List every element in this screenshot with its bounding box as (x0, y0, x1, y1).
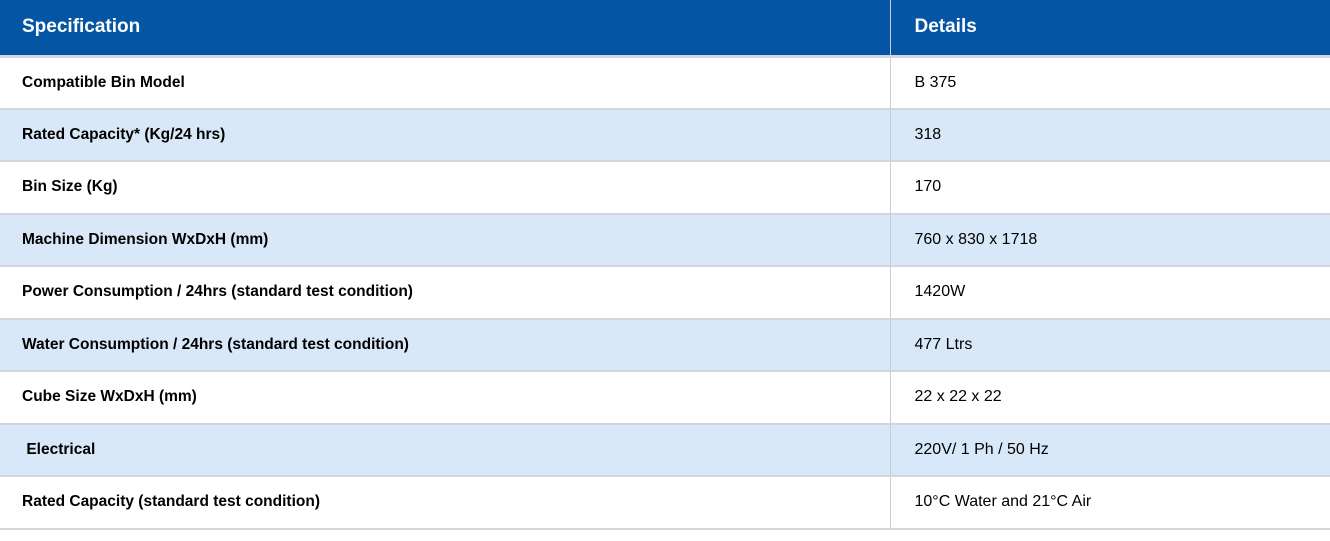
table-row: Electrical 220V/ 1 Ph / 50 Hz (0, 423, 1330, 477)
specification-table: Specification Details Compatible Bin Mod… (0, 0, 1330, 530)
table-header: Specification Details (0, 0, 1330, 58)
header-row: Specification Details (0, 0, 1330, 58)
spec-value: 22 x 22 x 22 (889, 371, 1330, 425)
table-row: Rated Capacity (standard test condition)… (0, 476, 1330, 530)
table-body: Compatible Bin Model B 375 Rated Capacit… (0, 56, 1330, 530)
spec-label: Cube Size WxDxH (mm) (0, 371, 890, 425)
spec-label: Bin Size (Kg) (0, 161, 890, 215)
spec-value: 10°C Water and 21°C Air (889, 476, 1330, 530)
table-row: Power Consumption / 24hrs (standard test… (0, 266, 1330, 320)
table-row: Cube Size WxDxH (mm) 22 x 22 x 22 (0, 371, 1330, 425)
spec-label: Machine Dimension WxDxH (mm) (0, 213, 890, 267)
spec-label: Compatible Bin Model (0, 56, 890, 110)
table-row: Compatible Bin Model B 375 (0, 56, 1330, 110)
table-row: Machine Dimension WxDxH (mm) 760 x 830 x… (0, 213, 1330, 267)
spec-label: Rated Capacity (standard test condition) (0, 476, 890, 530)
column-header-specification: Specification (0, 0, 890, 58)
table-row: Bin Size (Kg) 170 (0, 161, 1330, 215)
table-row: Water Consumption / 24hrs (standard test… (0, 318, 1330, 372)
spec-value: 220V/ 1 Ph / 50 Hz (889, 423, 1330, 477)
spec-value: 170 (889, 161, 1330, 215)
spec-label: Electrical (0, 423, 890, 477)
spec-label: Water Consumption / 24hrs (standard test… (0, 318, 890, 372)
spec-label: Rated Capacity* (Kg/24 hrs) (0, 108, 890, 162)
spec-value: 760 x 830 x 1718 (889, 213, 1330, 267)
column-header-details: Details (889, 0, 1330, 58)
spec-value: 318 (889, 108, 1330, 162)
spec-label: Power Consumption / 24hrs (standard test… (0, 266, 890, 320)
spec-value: 1420W (889, 266, 1330, 320)
table-row: Rated Capacity* (Kg/24 hrs) 318 (0, 108, 1330, 162)
spec-value: B 375 (889, 56, 1330, 110)
spec-value: 477 Ltrs (889, 318, 1330, 372)
